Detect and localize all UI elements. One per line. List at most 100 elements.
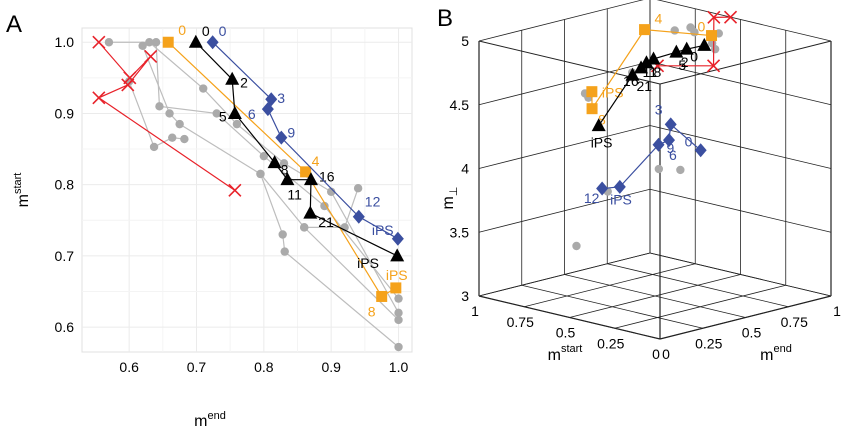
3d-point-blue [663,133,675,148]
point-grey-2 [151,38,161,47]
point-grey-6 [300,223,309,232]
y-tick-label: 0.9 [55,105,75,121]
3d-point-grey [686,23,695,32]
panel-a-x-ticks: 0.6 0.7 0.8 0.9 1.0 [119,359,408,375]
3d-point-label-black: 21 [636,78,652,94]
point-label-blue: 3 [277,90,285,106]
3d-point-label-black: 2 [681,54,689,70]
panel-a-x-axis-title: mend [194,410,226,430]
point-label-black: 16 [319,169,335,185]
3d-point-label-blue: 9 [667,140,675,156]
y-tick-label: 1 [833,303,841,319]
series-grey-1 [104,38,403,318]
3d-point-label-black: iPS [591,135,613,151]
x-tick-label: 0.8 [254,359,274,375]
point-black [227,105,242,119]
3d-point-label-orange: 0 [698,19,706,35]
3d-point-grey [572,241,581,251]
box-line [564,274,746,318]
3d-point-label-black: 8 [654,64,662,80]
point-black [267,155,282,169]
point-label-blue: 12 [365,194,381,210]
3d-point-grey [654,164,664,174]
point-black [188,34,203,48]
series-grey-4 [124,77,189,152]
x-tick-label: 0.5 [556,325,576,341]
3d-point-black [646,51,661,65]
box-line [659,295,832,340]
series-grey-2 [151,38,403,303]
z-tick-label: 3 [461,288,469,304]
3d-point-blue [652,137,665,152]
z-tick-label: 4.5 [450,97,470,113]
panel-a-y-ticks: 0.6 0.7 0.8 0.9 1.0 [55,34,75,335]
3d-point-blue [596,181,609,196]
panel-a-chart: 0.6 0.7 0.8 0.9 1.0 0.6 0.7 0.8 0.9 1.0 0 4 8 iPS 0 2… [12,22,413,430]
series-line-grey-3 [142,45,399,321]
series-line-grey-2 [155,42,399,299]
point-grey-1 [394,308,403,318]
point-grey-2 [320,201,329,211]
3d-point-blue [694,143,707,158]
point-label-orange: iPS [386,267,408,283]
point-orange [390,282,402,294]
y-tick-label: 0.25 [695,335,722,351]
3d-point-label-blue: 3 [655,101,663,117]
3d-point-red [706,59,721,73]
point-grey-6 [353,184,363,193]
point-blue [391,231,404,246]
point-grey-1 [104,38,114,47]
panel-letter-b: B [437,5,453,32]
point-label-blue: 9 [287,125,295,141]
x-tick-label: 0 [652,346,660,362]
point-grey-2 [259,151,269,161]
3d-point-label-orange: 4 [655,11,663,27]
series-line-orange [167,41,397,298]
point-black [303,205,318,219]
point-grey-5 [394,342,403,352]
series-grey-5 [256,169,403,352]
point-red [121,78,135,92]
3d-point-orange [706,30,718,42]
point-grey-4 [168,133,177,142]
point-blue [206,35,219,50]
3d-point-label-black: 0 [690,48,698,64]
3d-point-black [669,44,684,58]
series-blue: 0 3 6 9 12 iPS [206,23,404,246]
point-grey-1 [279,159,289,168]
x-tick-label: 0.9 [321,359,341,375]
point-label-orange: 4 [312,153,320,169]
point-label-blue: iPS [372,222,394,238]
3d-point-grey [676,165,685,175]
point-label-black: 0 [202,23,210,39]
point-label-blue: 6 [248,106,256,122]
3d-series-blue: 0 3 69 12 iPS [584,101,707,208]
box-line [478,252,651,297]
3d-point-label-blue: 6 [669,147,677,163]
series-grey-6 [300,184,363,232]
panel-b-box [478,0,832,340]
y-tick-label: 0.7 [55,248,75,264]
point-label-black: 8 [281,162,289,178]
3d-point-label-black: 16 [623,73,639,89]
point-red [92,35,106,49]
x-tick-label: 1 [471,303,479,319]
box-line [524,263,696,308]
x-tick-label: 0.25 [597,335,624,351]
point-black [280,172,295,186]
point-red [123,71,137,85]
3d-point-black [697,37,712,51]
3d-point-blue [664,117,677,132]
y-tick-label: 0.75 [781,314,808,330]
point-grey-3 [394,315,403,325]
point-orange [162,36,174,48]
z-tick-label: 3.5 [450,224,470,240]
series-line-grey-4 [128,81,185,148]
point-grey-5 [256,169,265,179]
3d-series-line-red [657,16,731,67]
point-black [390,248,405,262]
